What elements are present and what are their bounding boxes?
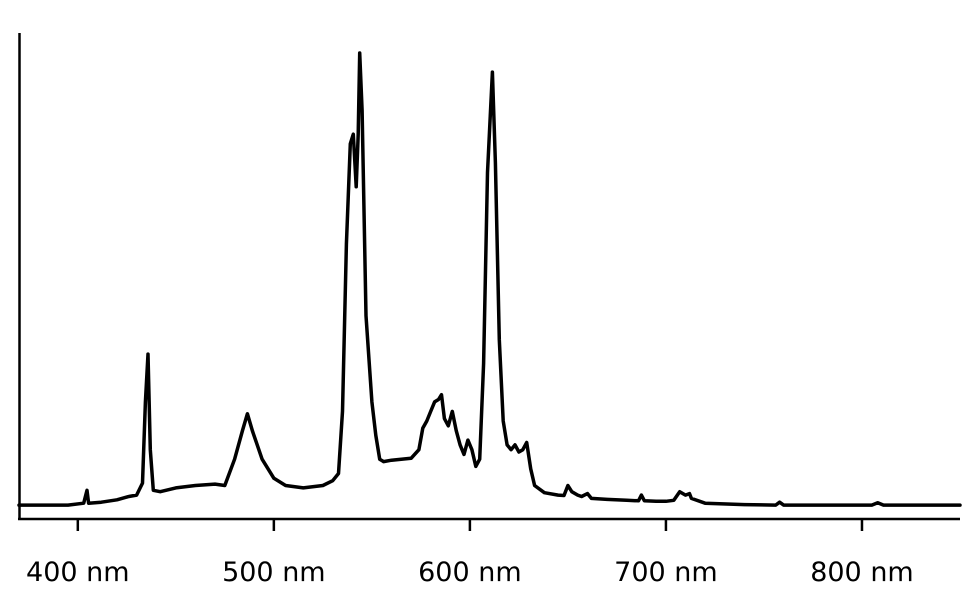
x-axis-ticks xyxy=(76,519,864,531)
spectrum-line xyxy=(17,51,962,507)
x-tick-label-400: 400 nm xyxy=(26,557,130,588)
x-tick-label-500: 500 nm xyxy=(222,557,326,588)
x-tick-label-800: 800 nm xyxy=(810,557,914,588)
x-tick-label-700: 700 nm xyxy=(614,557,718,588)
x-axis-tick-labels: 400 nm 500 nm 600 nm 700 nm 800 nm xyxy=(26,557,914,588)
x-tick-label-600: 600 nm xyxy=(418,557,522,588)
